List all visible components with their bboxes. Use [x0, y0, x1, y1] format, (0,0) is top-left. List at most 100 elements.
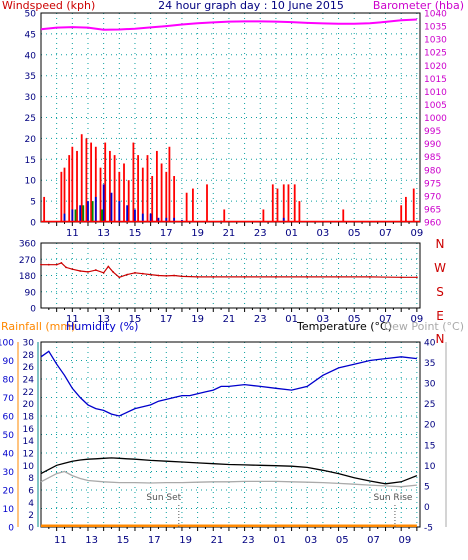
y-tick-label-humidity: 90: [3, 357, 15, 367]
chart-title: 24 hour graph day : 10 June 2015: [158, 0, 344, 12]
wind-average-bar: [118, 201, 121, 222]
wind-gust-bar: [109, 150, 111, 222]
y-tick-label-direction: 0: [30, 305, 36, 315]
axis-title-barometer: Barometer (hba): [373, 0, 464, 12]
y-tick-label-left: 50: [25, 10, 37, 20]
x-tick-label-bottom: 17: [148, 535, 161, 546]
x-tick-label: 05: [348, 314, 361, 325]
wind-direction-point: [134, 271, 136, 274]
humidity-line: [40, 350, 417, 417]
wind-gust-bar: [160, 163, 163, 222]
y-tick-label-humidity: 30: [3, 468, 15, 478]
y-tick-label-humidity: 100: [0, 339, 14, 349]
y-tick-label-rainfall: 18: [23, 413, 35, 423]
sunrise-label: Sun Rise: [373, 493, 412, 503]
wind-gust-bar: [405, 196, 407, 222]
wind-gust-bar: [90, 142, 93, 222]
wind-gust-bar: [127, 180, 130, 222]
y-tick-label-humidity: 70: [3, 394, 15, 404]
y-tick-label-humidity: 0: [8, 524, 14, 534]
sunset-label: Sun Set: [146, 493, 181, 503]
plot-frame: [40, 12, 421, 223]
wind-gust-bar: [60, 171, 63, 222]
x-tick-label: 23: [254, 314, 267, 325]
wind-average-bar: [87, 201, 89, 222]
wind-direction-point: [71, 268, 74, 271]
wind-gust-bar: [412, 188, 415, 222]
y-tick-label-temperature: 5: [424, 482, 430, 492]
wind-direction-point: [243, 276, 246, 278]
x-tick-label-bottom: 15: [117, 535, 130, 546]
y-tick-label-left: 20: [25, 135, 37, 145]
wind-gust-bar: [137, 155, 139, 222]
x-tick-label: 13: [97, 228, 110, 239]
y-tick-label-temperature: -5: [424, 524, 433, 534]
plot-frame: [40, 341, 421, 528]
wind-gust-bar: [43, 196, 46, 222]
wind-direction-point: [212, 276, 215, 278]
y-tick-label-rainfall: 6: [28, 487, 34, 497]
wind-direction-point: [306, 276, 309, 278]
wind-gust-bar: [293, 184, 296, 222]
wind-average-bar: [94, 196, 97, 222]
wind-average-bar: [157, 217, 160, 222]
wind-gust-bar: [400, 205, 403, 222]
wind-gust-bar: [104, 142, 107, 222]
y-tick-label-left: 35: [25, 72, 36, 82]
y-tick-label-left: 40: [25, 51, 37, 61]
y-tick-label-temperature: 30: [424, 380, 436, 390]
x-tick-label: 01: [285, 314, 298, 325]
wind-direction-point: [107, 265, 110, 268]
wind-direction-point: [275, 276, 277, 278]
wind-average-bar: [134, 209, 136, 222]
wind-gust-bar: [262, 209, 265, 222]
y-tick-label-rainfall: 28: [23, 351, 35, 361]
axis-title-dew-point: Dew Point (°C): [384, 320, 464, 333]
wind-gust-bar: [94, 146, 97, 222]
wind-direction-point: [87, 270, 89, 273]
y-tick-label-right: 965: [424, 205, 441, 215]
wind-calm-bar: [91, 201, 94, 222]
wind-direction-point: [102, 271, 105, 274]
y-tick-label-rainfall: 12: [23, 450, 34, 460]
compass-label: N: [436, 332, 445, 346]
y-tick-label-left: 45: [25, 30, 36, 40]
y-tick-label-left: 10: [25, 177, 37, 187]
wind-gust-bar: [173, 176, 176, 222]
y-tick-label-right: 1025: [424, 49, 447, 59]
wind-direction-point: [165, 274, 168, 277]
y-tick-label-rainfall: 16: [23, 425, 35, 435]
x-tick-label-bottom: 03: [305, 535, 318, 546]
wind-direction-point: [173, 274, 176, 277]
wind-gust-bar: [63, 167, 66, 222]
y-tick-label-right: 1015: [424, 75, 447, 85]
compass-label: S: [436, 285, 444, 299]
barometer-line: [40, 18, 417, 31]
wind-gust-bar: [68, 155, 71, 222]
y-tick-label-rainfall: 4: [28, 499, 34, 509]
x-tick-label: 17: [160, 314, 173, 325]
y-tick-label-temperature: 15: [424, 441, 435, 451]
x-tick-label: 17: [160, 228, 173, 239]
compass-label: E: [436, 309, 444, 323]
x-tick-label-bottom: 21: [211, 535, 224, 546]
y-tick-label-right: 975: [424, 179, 441, 189]
wind-direction-point: [60, 261, 63, 264]
y-tick-label-temperature: 20: [424, 421, 436, 431]
wind-gust-bar: [123, 163, 125, 222]
x-tick-label: 19: [191, 228, 204, 239]
y-tick-label-direction: 270: [19, 256, 36, 266]
wind-gust-bar: [276, 188, 279, 222]
wind-average-bar: [282, 217, 285, 222]
wind-average-bar: [165, 217, 168, 222]
wind-gust-bar: [151, 176, 154, 222]
wind-gust-bar: [165, 171, 168, 222]
x-tick-label: 23: [254, 228, 267, 239]
y-tick-label-right: 1000: [424, 114, 447, 124]
wind-gust-bar: [192, 188, 194, 222]
x-tick-label-bottom: 09: [399, 535, 412, 546]
x-tick-label-bottom: 13: [85, 535, 98, 546]
wind-gust-bar: [118, 171, 121, 222]
wind-calm-bar: [101, 209, 103, 222]
